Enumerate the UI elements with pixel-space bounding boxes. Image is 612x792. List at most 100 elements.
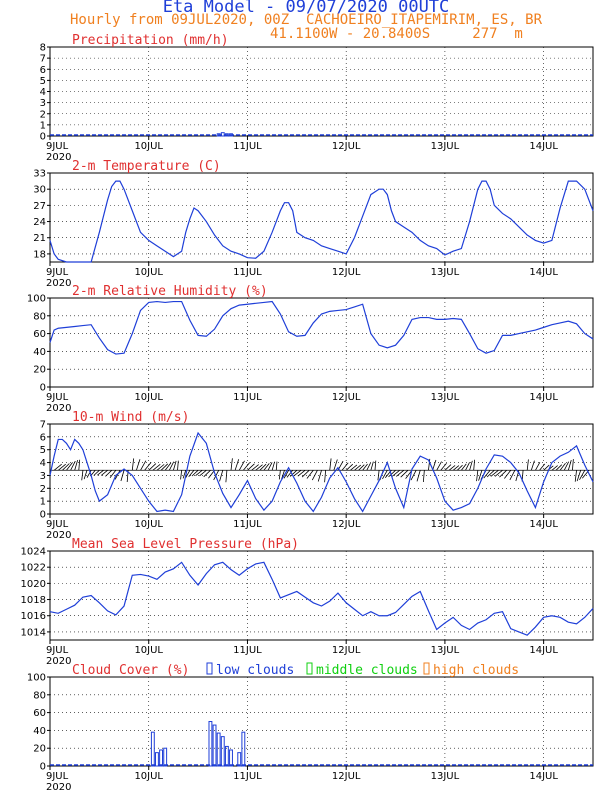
y-tick-label: 6 bbox=[40, 432, 46, 443]
wind-barb bbox=[350, 464, 358, 471]
legend-label: high clouds bbox=[433, 663, 519, 678]
y-tick-label: 80 bbox=[33, 311, 46, 322]
wind-barb bbox=[57, 463, 66, 471]
series-line-mslp bbox=[49, 561, 594, 636]
wind-barb bbox=[333, 459, 338, 471]
wind-barb bbox=[208, 470, 215, 479]
panel-frame bbox=[49, 676, 594, 767]
y-tick-label: 0 bbox=[40, 132, 46, 143]
y-tick-label: 100 bbox=[27, 294, 46, 305]
y-tick-label: 100 bbox=[27, 673, 46, 684]
panel-title: Precipitation (mm/h) bbox=[72, 33, 229, 48]
wind-barb bbox=[97, 469, 104, 476]
wind-barb bbox=[306, 470, 314, 479]
wind-barb bbox=[329, 458, 332, 471]
wind-barb bbox=[109, 470, 117, 479]
wind-barb bbox=[539, 463, 546, 471]
y-tick-label: 1024 bbox=[21, 547, 46, 558]
wind-barb bbox=[267, 462, 273, 471]
wind-barb bbox=[74, 459, 79, 471]
wind-barb bbox=[105, 469, 112, 477]
wind-barb bbox=[185, 470, 191, 478]
y-tick-label: 6 bbox=[40, 65, 46, 76]
wind-barb bbox=[191, 469, 199, 477]
y-tick-label: 1018 bbox=[21, 595, 46, 606]
x-tick-label: 14JUL bbox=[529, 141, 558, 152]
bar-cloud bbox=[163, 747, 168, 767]
chart-header: Eta Model - 09/07/2020 00UTC Hourly from… bbox=[0, 0, 612, 50]
x-tick-label: 13JUL bbox=[431, 267, 460, 278]
wind-barb bbox=[203, 469, 211, 478]
bar-precip bbox=[216, 133, 221, 137]
wind-barb bbox=[62, 463, 70, 471]
wind-barb bbox=[382, 470, 388, 480]
y-tick-label: 1016 bbox=[21, 611, 46, 622]
wind-barb bbox=[219, 470, 224, 482]
x-tick-label: 10JUL bbox=[134, 519, 163, 530]
wind-barb bbox=[234, 459, 240, 471]
wind-barb bbox=[136, 459, 141, 471]
x-year-label: 2020 bbox=[46, 403, 71, 414]
wind-barb bbox=[366, 462, 371, 471]
wind-barb bbox=[173, 460, 177, 471]
x-tick-label: 10JUL bbox=[134, 645, 163, 656]
wind-barb bbox=[180, 470, 183, 480]
y-tick-label: 30 bbox=[33, 185, 46, 196]
wind-barb bbox=[317, 470, 322, 482]
chart-subtitle-location: Hourly from 09JUL2020, 00Z CACHOEIRO_ITA… bbox=[69, 12, 542, 28]
x-year-label: 2020 bbox=[46, 152, 71, 163]
x-tick-label: 14JUL bbox=[529, 771, 558, 782]
wind-barb bbox=[247, 463, 255, 471]
wind-barb bbox=[53, 463, 62, 471]
x-tick-label: 10JUL bbox=[134, 141, 163, 152]
wind-barb bbox=[195, 469, 203, 476]
x-tick-label: 12JUL bbox=[332, 392, 361, 403]
wind-barb bbox=[483, 470, 491, 479]
wind-barb bbox=[574, 470, 577, 482]
panel-cloud: 0 20 40 60 80 100 9JUL 10JUL 11JUL 12JUL 13JUL 14JU… bbox=[27, 662, 594, 792]
x-tick-label: 11JUL bbox=[233, 645, 262, 656]
panel-frame bbox=[49, 46, 594, 137]
wind-barb bbox=[78, 459, 81, 471]
x-tick-label: 12JUL bbox=[332, 645, 361, 656]
wind-barbs bbox=[50, 458, 593, 483]
y-tick-label: 1020 bbox=[21, 579, 46, 590]
wind-barb bbox=[559, 463, 566, 471]
y-tick-label: 33 bbox=[33, 169, 46, 180]
x-tick-label: 12JUL bbox=[332, 267, 361, 278]
legend-swatch bbox=[206, 662, 213, 675]
bar-cloud bbox=[220, 736, 225, 767]
wind-barb bbox=[579, 470, 586, 480]
wind-barb bbox=[526, 459, 529, 471]
wind-barb bbox=[271, 461, 276, 471]
x-tick-label: 14JUL bbox=[529, 519, 558, 530]
wind-barb bbox=[452, 465, 460, 471]
x-tick-label: 12JUL bbox=[332, 771, 361, 782]
legend-label: middle clouds bbox=[316, 663, 418, 678]
y-tick-label: 80 bbox=[33, 690, 46, 701]
wind-barb bbox=[396, 469, 405, 477]
y-tick-label: 8 bbox=[40, 43, 46, 54]
x-year-label: 2020 bbox=[46, 656, 71, 667]
wind-barb bbox=[416, 470, 421, 482]
y-tick-label: 1022 bbox=[21, 563, 46, 574]
legend-label: low clouds bbox=[216, 663, 294, 678]
wind-barb bbox=[182, 470, 187, 479]
wind-barb bbox=[188, 470, 195, 478]
wind-barb bbox=[354, 464, 362, 471]
wind-barb bbox=[576, 470, 582, 482]
wind-barb bbox=[66, 462, 73, 471]
wind-barb bbox=[238, 460, 245, 471]
wind-barb bbox=[440, 463, 447, 471]
x-tick-label: 9JUL bbox=[46, 645, 69, 656]
wind-barb bbox=[164, 462, 172, 471]
wind-barb bbox=[152, 464, 161, 471]
wind-barb bbox=[567, 459, 572, 471]
bar-cloud bbox=[229, 749, 233, 767]
wind-barb bbox=[432, 459, 437, 471]
x-tick-label: 9JUL bbox=[46, 392, 69, 403]
panel-frame bbox=[49, 423, 594, 515]
panel-wind: 0 1 2 3 4 5 67 9JUL 10JUL 11JUL 12JUL 13JUL 14JUL 202… bbox=[40, 410, 594, 541]
y-tick-label: 1 bbox=[40, 497, 46, 508]
